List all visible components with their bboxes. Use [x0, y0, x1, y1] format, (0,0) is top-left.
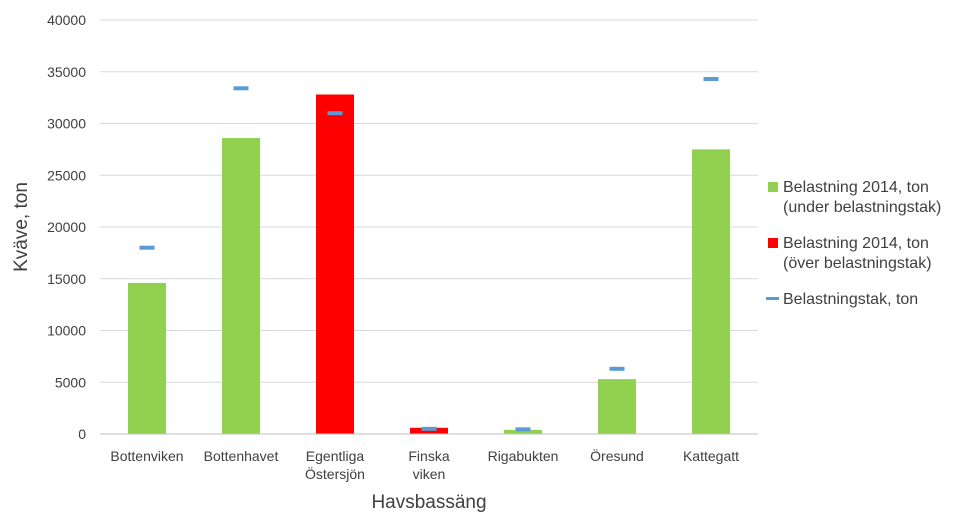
legend-swatch	[766, 297, 779, 300]
legend-label: Belastning 2014, ton (över belastningstak…	[783, 235, 932, 272]
limit-marker-kattegatt	[703, 76, 719, 81]
y-tick-label: 10000	[47, 323, 86, 339]
y-axis-title: Kväve, ton	[11, 182, 32, 272]
y-tick-label: 0	[78, 426, 86, 442]
x-tick-label-egentliga-ostersjon: Egentliga Östersjön	[305, 448, 365, 482]
limit-marker-egentliga-ostersjon	[327, 111, 343, 116]
bar-bottenviken	[128, 282, 166, 434]
bars	[128, 94, 730, 435]
x-tick-label-finska-viken: Finska viken	[408, 448, 449, 482]
y-axis-ticks: 0 5000 10000 15000 20000 25000 30000 35000 40000	[47, 12, 86, 442]
y-tick-label: 30000	[47, 116, 86, 132]
limit-marker-oresund	[609, 366, 625, 371]
y-tick-label: 40000	[47, 12, 86, 28]
bar-oresund	[598, 379, 636, 434]
x-axis-ticks: Bottenviken Bottenhavet Egentliga Östersjön…	[110, 447, 739, 482]
bar-kattegatt	[692, 149, 730, 434]
legend-swatch	[768, 182, 778, 192]
x-tick-label-bottenhavet: Bottenhavet	[204, 448, 279, 464]
x-tick-label-oresund: Öresund	[590, 447, 644, 464]
gridlines	[100, 19, 758, 383]
y-tick-label: 35000	[47, 64, 86, 80]
x-axis-title: Havsbassäng	[371, 492, 486, 513]
limit-marker-bottenviken	[139, 245, 155, 250]
x-tick-label-rigabukten: Rigabukten	[488, 448, 559, 464]
y-tick-label: 15000	[47, 271, 86, 287]
x-tick-label-kattegatt: Kattegatt	[683, 448, 739, 464]
legend-item-belastningstak-ton: Belastningstak, ton	[766, 291, 918, 308]
y-tick-label: 25000	[47, 167, 86, 183]
bar-egentliga-ostersjon	[316, 94, 354, 435]
legend-label: Belastning 2014, ton (under belastningsta…	[783, 179, 941, 216]
bar-bottenhavet	[222, 137, 260, 435]
y-tick-label: 20000	[47, 219, 86, 235]
legend-label: Belastningstak, ton	[783, 291, 918, 308]
legend-swatch	[768, 238, 778, 248]
limit-markers	[139, 76, 719, 432]
limit-marker-bottenhavet	[233, 86, 249, 91]
legend: Belastning 2014, ton (under belastningsta…	[766, 179, 941, 308]
bar-rigabukten	[504, 429, 542, 434]
legend-item-belastning-2014-ton-under-belastningstak: Belastning 2014, ton (under belastningsta…	[768, 179, 941, 216]
x-tick-label-bottenviken: Bottenviken	[110, 448, 183, 464]
y-tick-label: 5000	[55, 374, 86, 390]
bar-finska-viken	[410, 427, 448, 434]
limit-marker-finska-viken	[421, 426, 437, 431]
limit-marker-rigabukten	[515, 427, 531, 432]
legend-item-belastning-2014-ton-over-belastningstak: Belastning 2014, ton (över belastningstak…	[768, 235, 932, 272]
